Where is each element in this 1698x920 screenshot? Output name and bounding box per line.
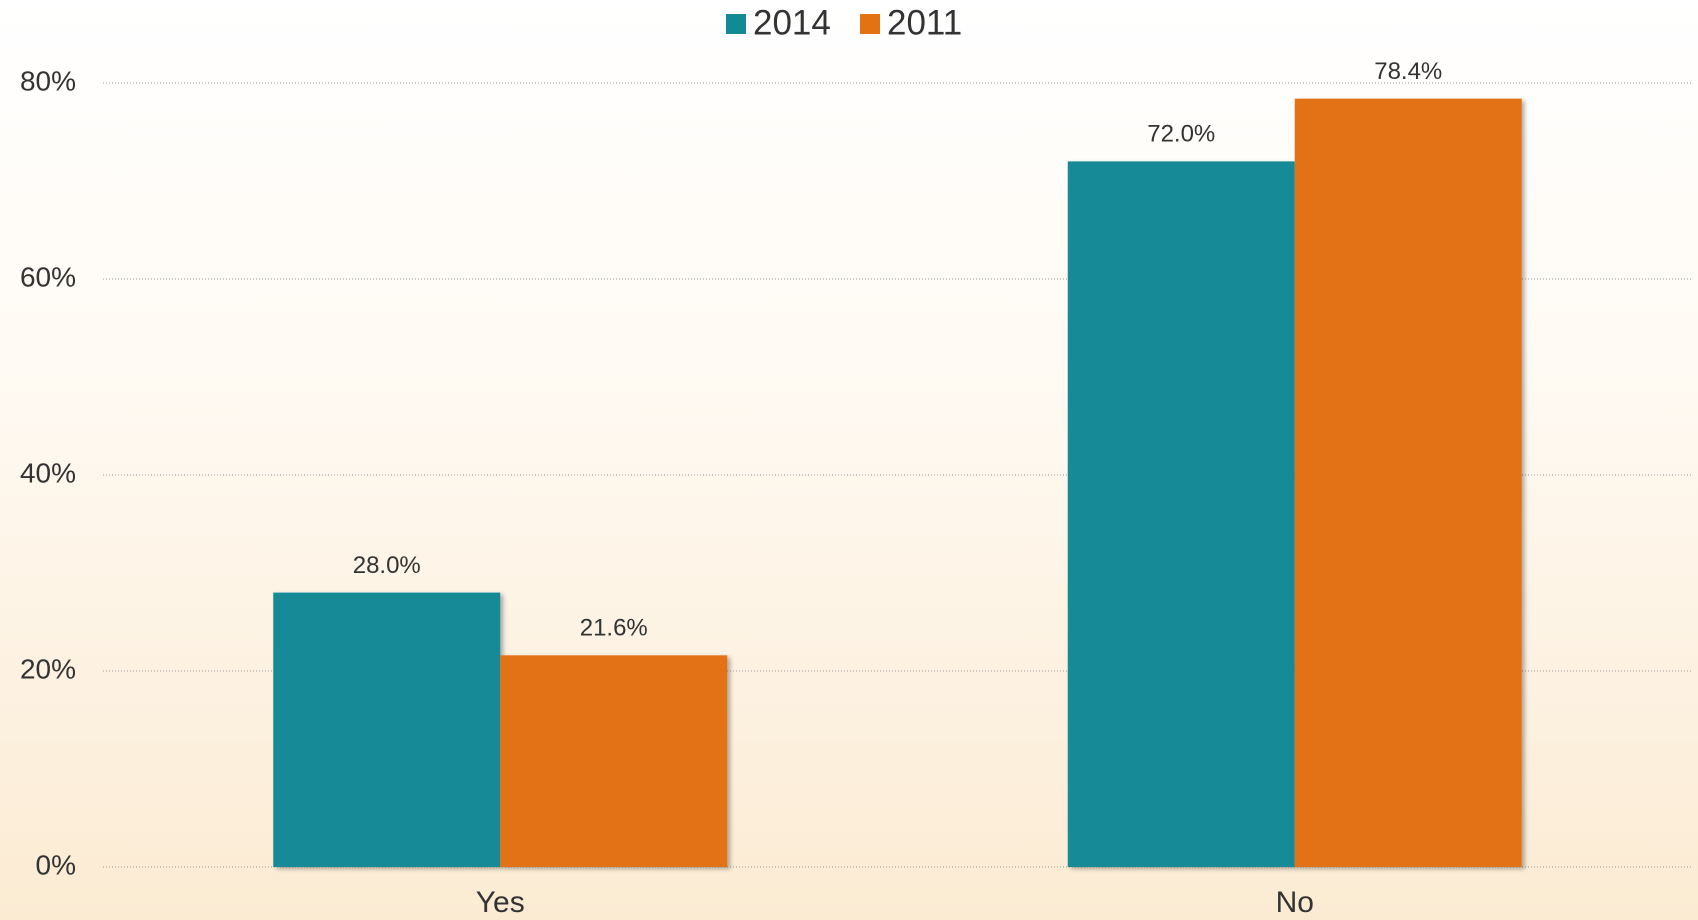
bar xyxy=(1067,161,1295,867)
y-tick-label: 60% xyxy=(20,261,76,292)
data-label: 72.0% xyxy=(1147,121,1215,148)
bar xyxy=(500,655,728,867)
legend-swatch xyxy=(860,14,880,34)
bar xyxy=(273,592,501,867)
data-label: 21.6% xyxy=(580,615,648,642)
legend-label: 2014 xyxy=(753,3,831,42)
x-tick-label: No xyxy=(1276,886,1314,919)
y-tick-label: 40% xyxy=(20,457,76,488)
legend-swatch xyxy=(726,14,746,34)
bar xyxy=(1294,98,1522,868)
y-tick-label: 20% xyxy=(20,653,76,684)
y-tick-label: 80% xyxy=(20,65,76,96)
data-label: 78.4% xyxy=(1374,58,1442,85)
y-tick-label: 0% xyxy=(36,849,76,880)
data-label: 28.0% xyxy=(353,552,421,579)
legend-label: 2011 xyxy=(887,3,962,42)
x-tick-label: Yes xyxy=(476,886,525,919)
